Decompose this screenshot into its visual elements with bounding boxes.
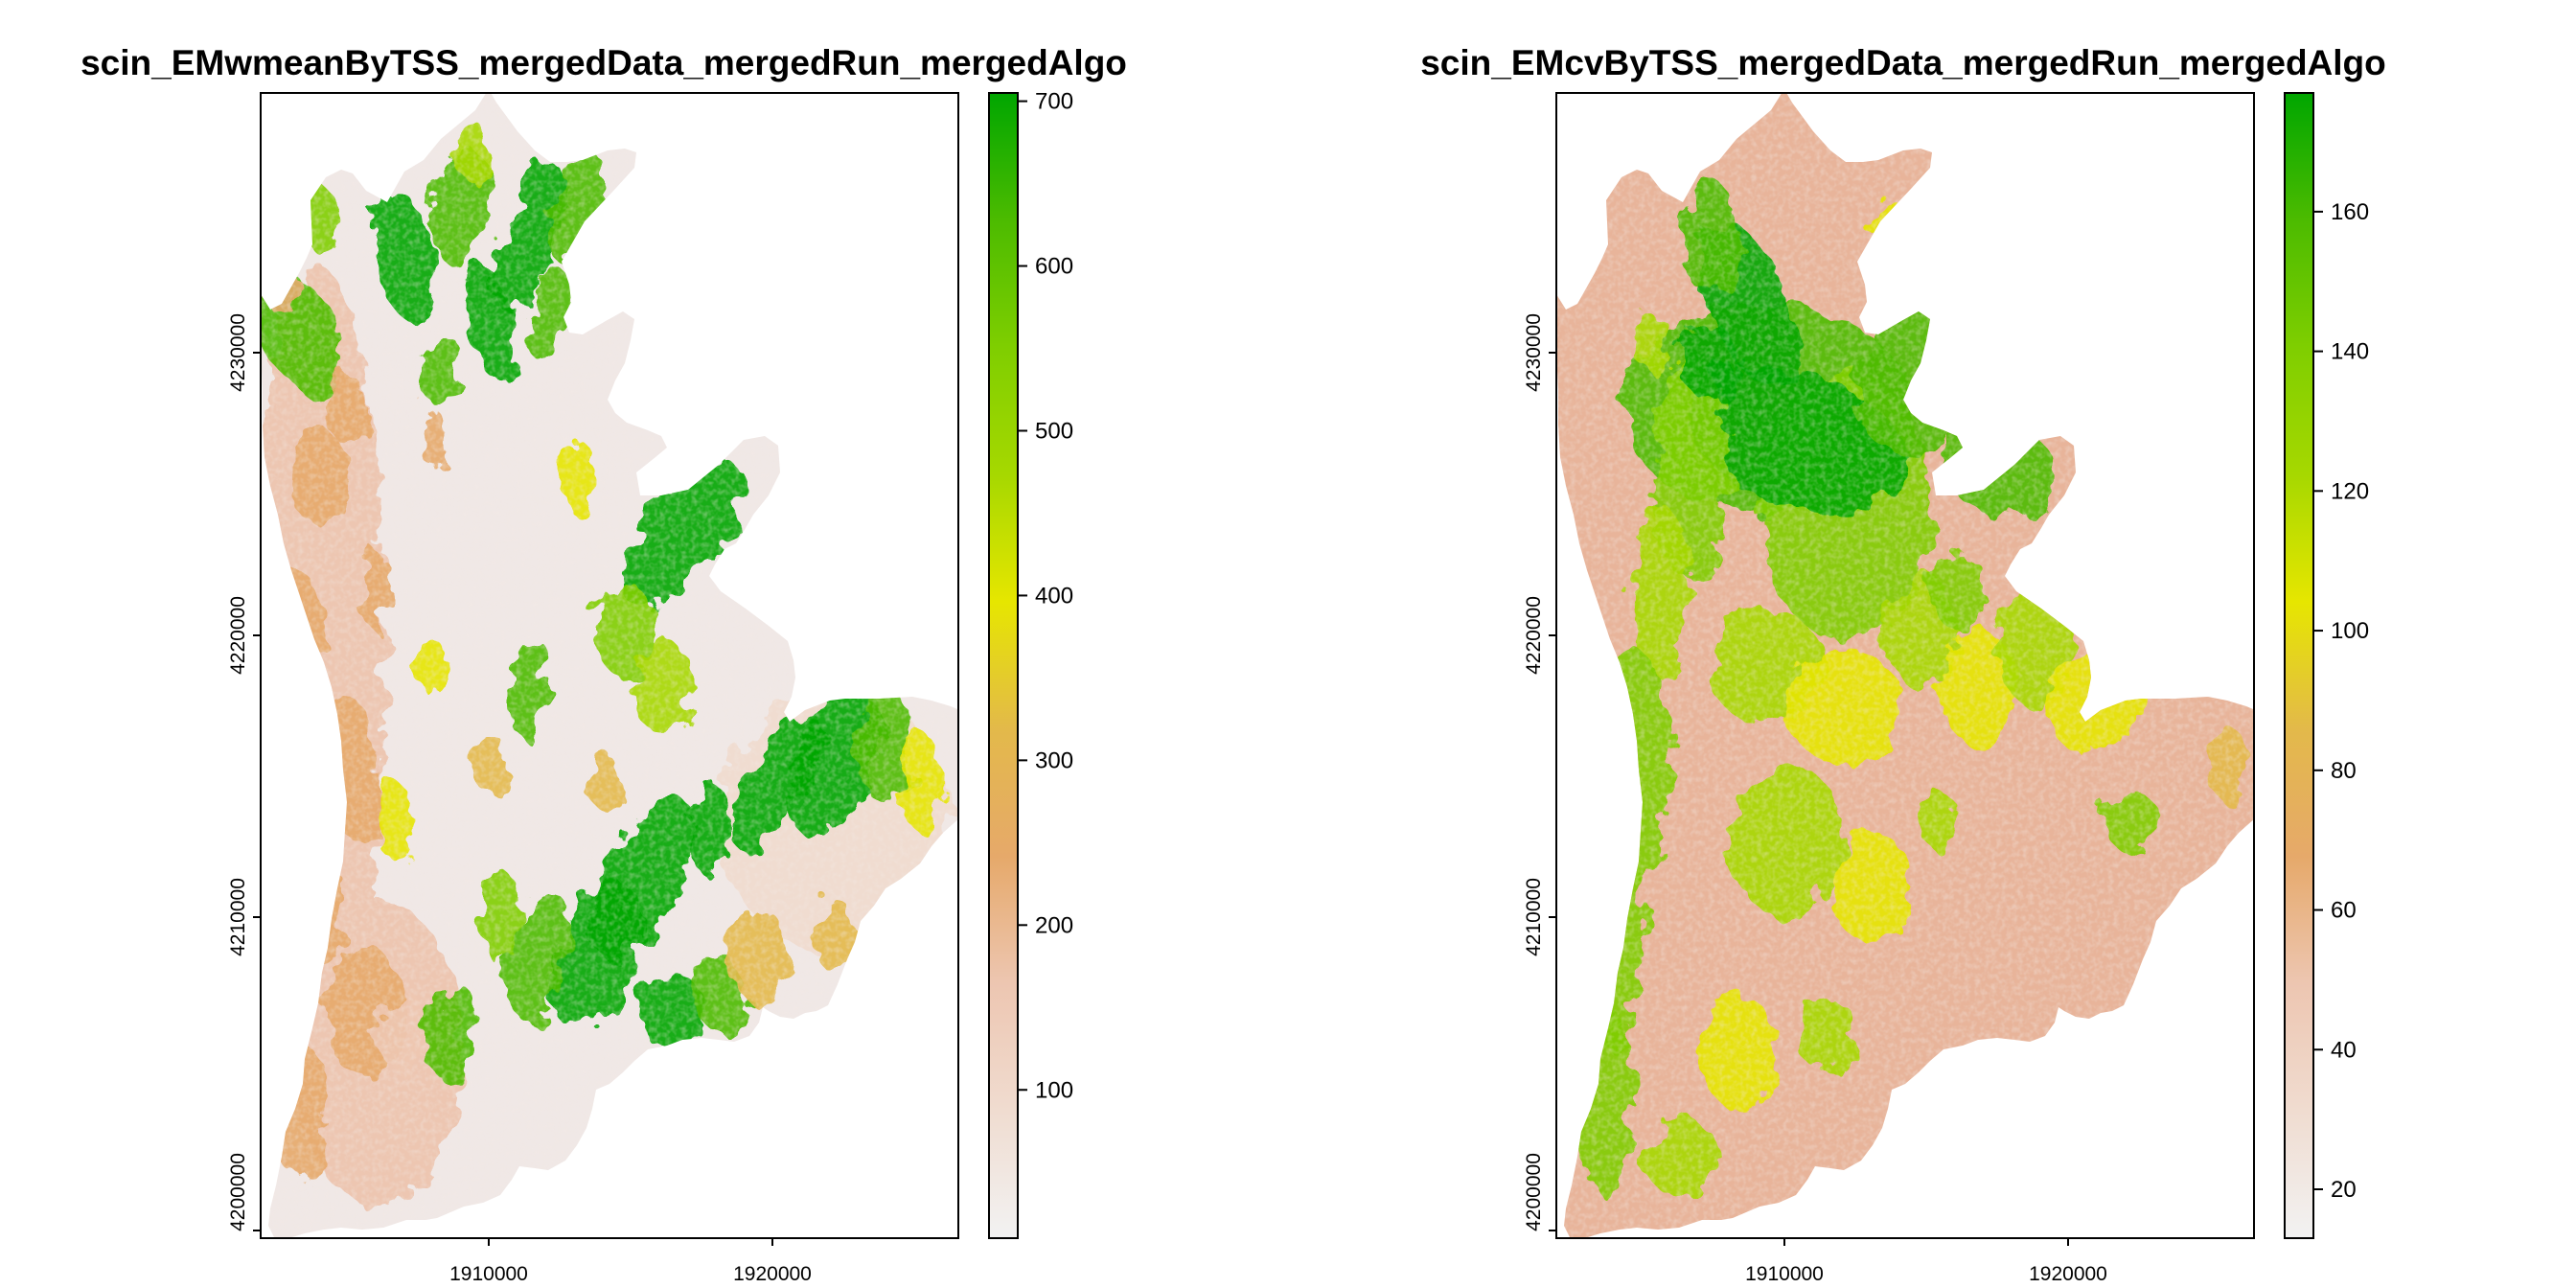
map-zone bbox=[2016, 218, 2055, 294]
colorbar-tick-label: 300 bbox=[1035, 748, 1073, 773]
x-tick-label: 1910000 bbox=[449, 1263, 528, 1285]
colorbar-mean: 100 200 300 400 500 600 700 bbox=[988, 89, 1073, 1239]
y-tick-label: 4210000 bbox=[227, 878, 249, 956]
x-tick-label: 1910000 bbox=[1745, 1263, 1824, 1285]
colorbar-tick-label: 140 bbox=[2331, 339, 2369, 365]
y-tick-label: 4210000 bbox=[1523, 878, 1545, 956]
colorbar-tick-label: 100 bbox=[1035, 1077, 1073, 1103]
y-axis-mean: 4200000 4210000 4220000 4230000 bbox=[227, 313, 261, 1231]
colorbar-tick-label: 120 bbox=[2331, 478, 2369, 504]
plot-frame-mean bbox=[260, 92, 959, 1239]
colorbar-tick-label: 40 bbox=[2331, 1037, 2357, 1063]
panel-cv: scin_EMcvByTSS_mergedData_mergedRun_merg… bbox=[1420, 43, 2386, 1285]
panel-title-mean: scin_EMwmeanByTSS_mergedData_mergedRun_m… bbox=[80, 43, 1127, 82]
colorbar-tick-label: 100 bbox=[2331, 618, 2369, 644]
x-tick-label: 1920000 bbox=[2029, 1263, 2107, 1285]
y-tick-label: 4200000 bbox=[227, 1153, 249, 1231]
colorbar-tick-label: 400 bbox=[1035, 583, 1073, 609]
y-tick-label: 4230000 bbox=[1523, 313, 1545, 392]
plot-frame-cv bbox=[1555, 92, 2255, 1239]
map-texture bbox=[261, 93, 958, 1238]
map-raster-mean bbox=[261, 93, 958, 1238]
x-axis-cv: 1910000 1920000 bbox=[1745, 1238, 2107, 1285]
colorbar-tick-label: 200 bbox=[1035, 912, 1073, 938]
x-axis-mean: 1910000 1920000 bbox=[449, 1238, 812, 1285]
colorbar-tick-label: 500 bbox=[1035, 418, 1073, 444]
map-raster-cv bbox=[1556, 93, 2254, 1238]
colorbar-tick-label: 700 bbox=[1035, 89, 1073, 115]
map-texture bbox=[1556, 93, 2254, 1238]
colorbar-tick-label: 60 bbox=[2331, 898, 2357, 924]
panel-mean: scin_EMwmeanByTSS_mergedData_mergedRun_m… bbox=[80, 43, 1127, 1285]
y-tick-label: 4230000 bbox=[227, 313, 249, 392]
panel-title-cv: scin_EMcvByTSS_mergedData_mergedRun_merg… bbox=[1420, 43, 2386, 82]
colorbar-tick-label: 80 bbox=[2331, 758, 2357, 784]
y-tick-label: 4220000 bbox=[227, 596, 249, 675]
y-tick-label: 4220000 bbox=[1523, 596, 1545, 675]
colorbar-tick-label: 20 bbox=[2331, 1177, 2357, 1203]
y-axis-cv: 4200000 4210000 4220000 4230000 bbox=[1523, 313, 1556, 1231]
y-tick-label: 4200000 bbox=[1523, 1153, 1545, 1231]
colorbar-tick-label: 600 bbox=[1035, 254, 1073, 280]
colorbar-ramp bbox=[988, 92, 1019, 1239]
colorbar-cv: 20 40 60 80 100 120 140 160 bbox=[2284, 92, 2369, 1239]
x-tick-label: 1920000 bbox=[733, 1263, 812, 1285]
colorbar-ramp bbox=[2284, 92, 2314, 1239]
colorbar-tick-label: 160 bbox=[2331, 199, 2369, 225]
